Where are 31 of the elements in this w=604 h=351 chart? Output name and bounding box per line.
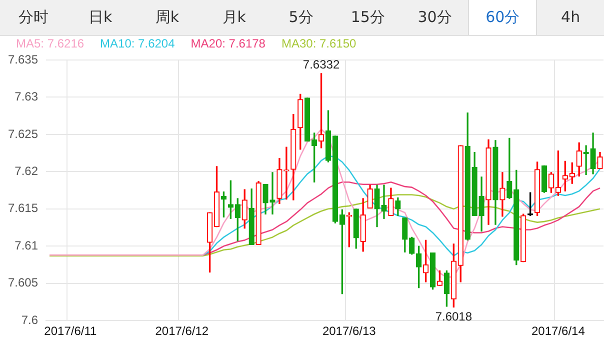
text: 60分 (468, 0, 538, 35)
text: 分时 (17, 7, 50, 28)
candlestick (284, 146, 290, 200)
x-tick-label: 2017/6/13 (322, 324, 376, 338)
y-tick-label: 7.61 (14, 238, 38, 252)
text: MA30: 7.6150 (281, 36, 357, 50)
annotation: 7.6332 (302, 58, 340, 72)
candlestick (381, 184, 387, 219)
text: MA5: 7.6216 (16, 36, 84, 50)
x-tick-label: 2017/6/12 (155, 324, 209, 338)
text: MA20: 7.6178 (190, 36, 266, 50)
text: 周k (154, 7, 180, 28)
text: 30分 (416, 7, 453, 28)
text: 日k (87, 7, 114, 28)
candlestick (270, 172, 276, 214)
y-tick-label: 7.6 (21, 312, 38, 327)
annotation: 7.6018 (435, 310, 472, 324)
text: 15分 (350, 7, 386, 28)
x-tick-label: 2017/6/11 (44, 324, 97, 338)
y-tick-label: 7.63 (14, 90, 38, 104)
y-tick-label: 7.62 (14, 164, 38, 178)
x-tick-label: 2017/6/14 (531, 324, 586, 338)
text: 月k (221, 7, 247, 28)
text: 5分 (288, 7, 314, 28)
y-tick-label: 7.635 (8, 52, 38, 66)
text: MA10: 7.6204 (100, 36, 176, 50)
y-tick-label: 7.605 (8, 276, 38, 290)
candlestick (583, 145, 589, 175)
y-tick-label: 7.625 (8, 126, 38, 141)
y-tick-label: 7.615 (8, 201, 38, 216)
text: 4h (560, 7, 582, 28)
